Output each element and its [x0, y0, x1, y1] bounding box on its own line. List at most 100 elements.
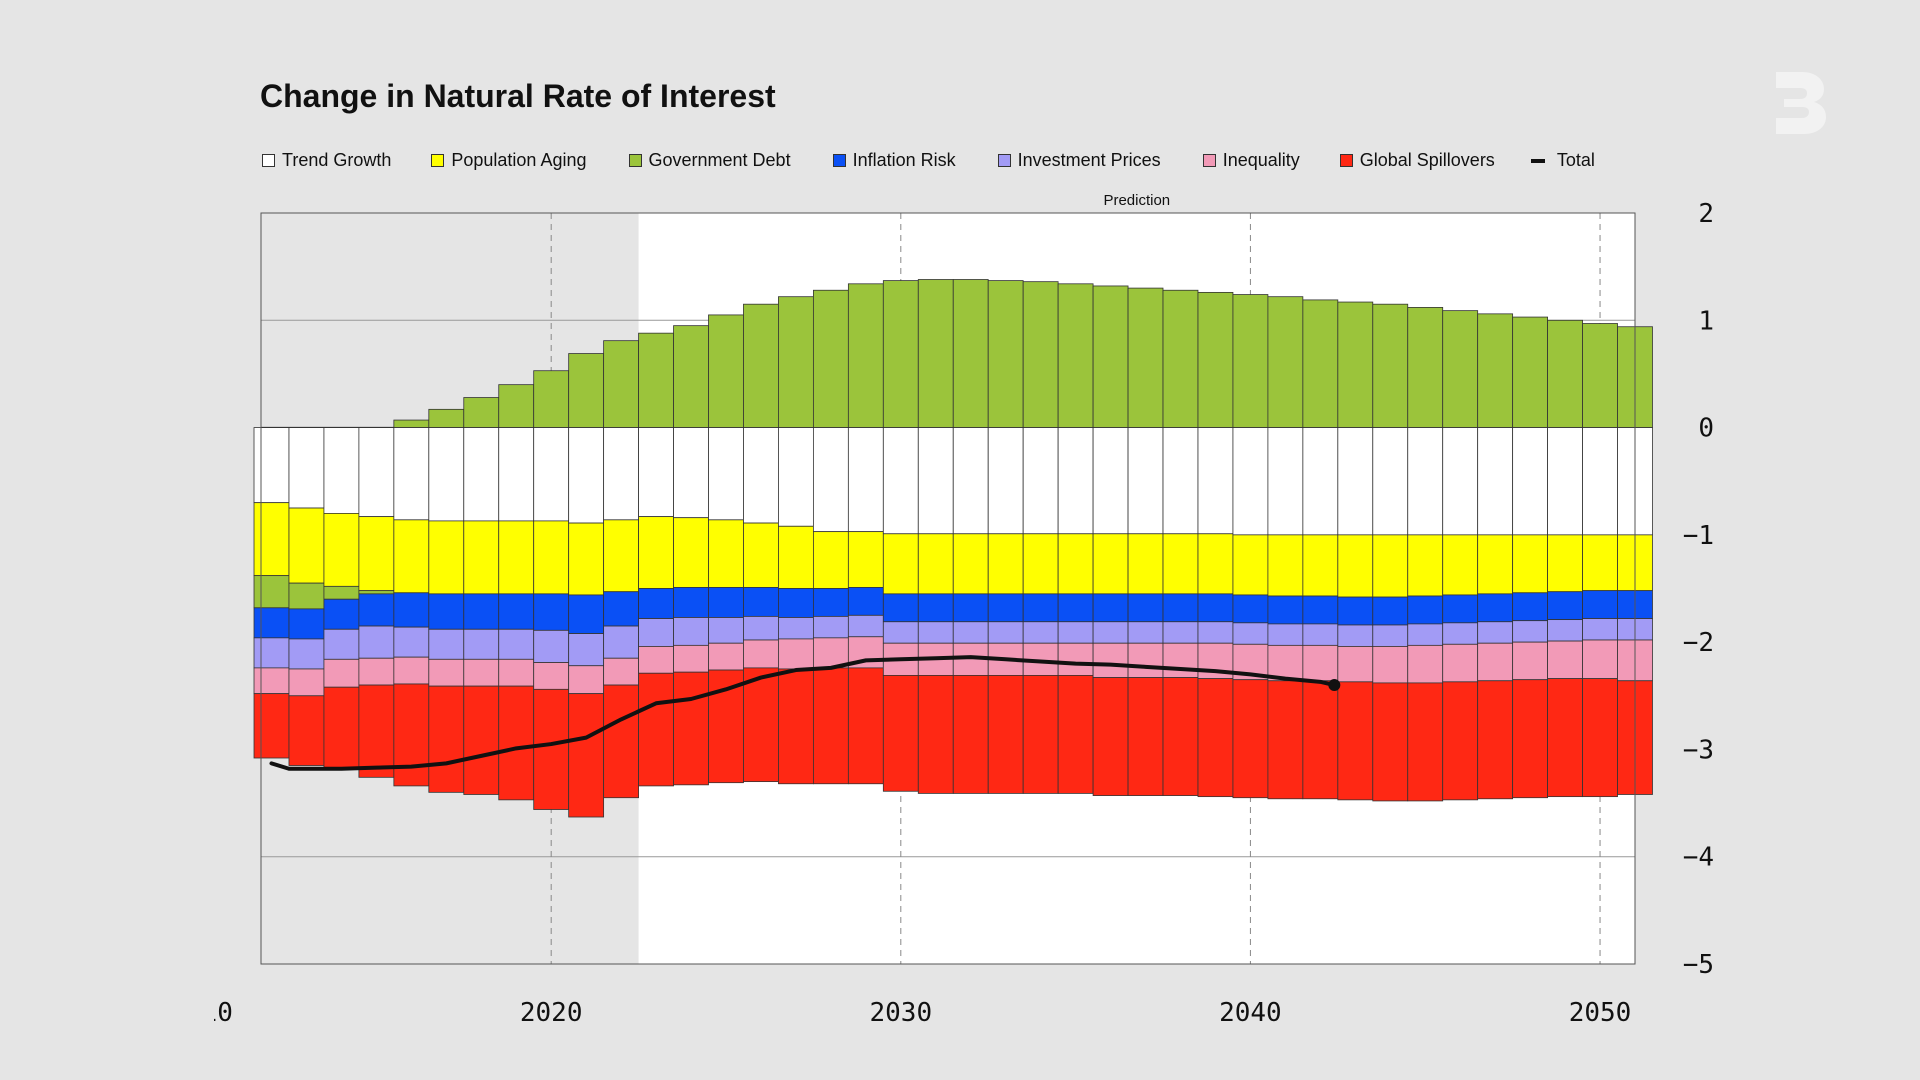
bar-trend-2029	[847, 427, 884, 533]
bar-debt_pos-2038	[1162, 289, 1199, 428]
bar-debt_pos-2048	[1512, 316, 1548, 428]
bar-spillovers-2024	[673, 671, 709, 786]
y-tick-label: 1	[1698, 306, 1714, 336]
plot-frame	[260, 212, 1636, 965]
bar-investment-2036	[1092, 621, 1129, 644]
bar-investment-2042	[1302, 623, 1339, 646]
bar-aging-2035	[1057, 533, 1094, 595]
bar-trend-2026	[743, 427, 779, 524]
bar-inflation-2022	[603, 591, 639, 627]
bar-debt_pos-2042	[1302, 299, 1339, 428]
legend-item-inflation: Inflation Risk	[832, 150, 956, 171]
bar-inequality-2017	[428, 658, 465, 687]
bar-inflation-2027	[778, 588, 814, 618]
bar-spillovers-2013	[288, 695, 325, 766]
bar-investment-2033	[987, 621, 1024, 644]
bar-investment-2029	[847, 614, 884, 638]
bar-debt_pos-2041	[1267, 296, 1304, 428]
bar-investment-2050	[1582, 618, 1618, 641]
bar-inequality-2022	[603, 657, 639, 686]
bar-investment-2031	[917, 621, 954, 644]
y-tick-label: −4	[1683, 843, 1714, 873]
bar-investment-2013	[288, 638, 325, 670]
bar-investment-2020	[533, 629, 570, 663]
bar-investment-2025	[708, 617, 744, 644]
bar-aging-2019	[498, 520, 535, 595]
bar-aging-2021	[568, 522, 605, 596]
bar-spillovers-2026	[743, 667, 779, 783]
bar-aging-2045	[1407, 534, 1444, 597]
x-tick-label-2050: 2050	[1569, 998, 1632, 1028]
bar-aging-2049	[1547, 534, 1583, 593]
bar-aging-2016	[393, 519, 430, 594]
legend-item-total: Total	[1527, 150, 1595, 171]
bar-debt_pos-2047	[1477, 313, 1514, 428]
bar-aging-2034	[1022, 533, 1059, 595]
bar-trend-2038	[1162, 427, 1199, 535]
bar-spillovers-2033	[987, 675, 1024, 794]
bar-trend-2046	[1442, 427, 1479, 536]
bar-spillovers-2050	[1582, 678, 1618, 798]
legend-item-aging: Population Aging	[431, 150, 587, 171]
bar-inflation-2017	[428, 593, 465, 630]
bar-debt_pos-2026	[743, 303, 779, 428]
bar-trend-2034	[1022, 427, 1059, 535]
bar-debt_neg-2015	[358, 590, 395, 595]
bar-investment-2014	[323, 628, 360, 660]
bar-debt_pos-2019	[498, 384, 535, 428]
legend-label-investment: Investment Prices	[1017, 150, 1161, 170]
bar-trend-2032	[952, 427, 989, 535]
bar-debt_neg-2014	[323, 585, 360, 600]
bar-investment-2037	[1127, 621, 1164, 644]
bar-inflation-2043	[1337, 596, 1374, 626]
bar-inflation-2019	[498, 593, 535, 630]
legend-swatch-total	[1530, 158, 1545, 163]
bar-spillovers-2045	[1407, 682, 1444, 802]
bar-trend-2043	[1337, 427, 1374, 536]
x-tick-label-2030: 2030	[869, 998, 932, 1028]
bar-investment-2040	[1232, 622, 1269, 645]
bar-spillovers-2040	[1232, 679, 1269, 799]
bar-spillovers-2012	[253, 693, 290, 759]
chart-title: Change in Natural Rate of Interest	[260, 78, 776, 114]
bar-trend-2015	[358, 427, 395, 518]
bar-inflation-2037	[1127, 593, 1164, 623]
bar-spillovers-2014	[323, 686, 360, 769]
bar-spillovers-2049	[1547, 678, 1583, 798]
bar-inflation-2025	[708, 587, 744, 618]
bar-trend-2042	[1302, 427, 1339, 536]
bar-spillovers-2016	[393, 683, 430, 787]
bar-trend-2044	[1372, 427, 1409, 536]
bar-inflation-2046	[1442, 594, 1479, 624]
bar-trend-2016	[393, 427, 430, 521]
bar-spillovers-2017	[428, 685, 465, 793]
bar-spillovers-2034	[1022, 675, 1059, 794]
bar-aging-2042	[1302, 534, 1339, 597]
bar-inflation-2047	[1477, 593, 1514, 623]
y-tick-label: −5	[1683, 950, 1714, 980]
bar-spillovers-2042	[1302, 680, 1339, 800]
bar-inflation-2038	[1162, 593, 1199, 623]
bar-aging-2032	[952, 533, 989, 595]
bar-debt_pos-2033	[987, 280, 1024, 428]
y-tick-label: −2	[1683, 628, 1714, 658]
bar-inflation-2039	[1197, 593, 1234, 623]
bar-aging-2020	[533, 520, 570, 595]
bar-investment-2012	[253, 637, 290, 669]
bar-aging-2017	[428, 520, 465, 595]
bar-aging-2033	[987, 533, 1024, 595]
bar-inflation-2012	[253, 607, 290, 639]
bar-trend-2023	[638, 427, 674, 518]
bar-investment-2045	[1407, 623, 1444, 646]
x-tick-label-2020: 2020	[520, 998, 583, 1028]
legend-label-inequality: Inequality	[1222, 150, 1300, 170]
bar-spillovers-2031	[917, 675, 954, 794]
bar-inflation-2020	[533, 593, 570, 631]
bar-aging-2018	[463, 520, 500, 595]
bar-investment-2032	[952, 621, 989, 644]
bar-inequality-2036	[1092, 642, 1129, 678]
bar-inflation-2018	[463, 593, 500, 630]
legend-item-trend: Trend Growth	[262, 150, 391, 171]
legend-item-spillovers: Global Spillovers	[1339, 150, 1495, 171]
bar-spillovers-2021	[568, 693, 605, 818]
